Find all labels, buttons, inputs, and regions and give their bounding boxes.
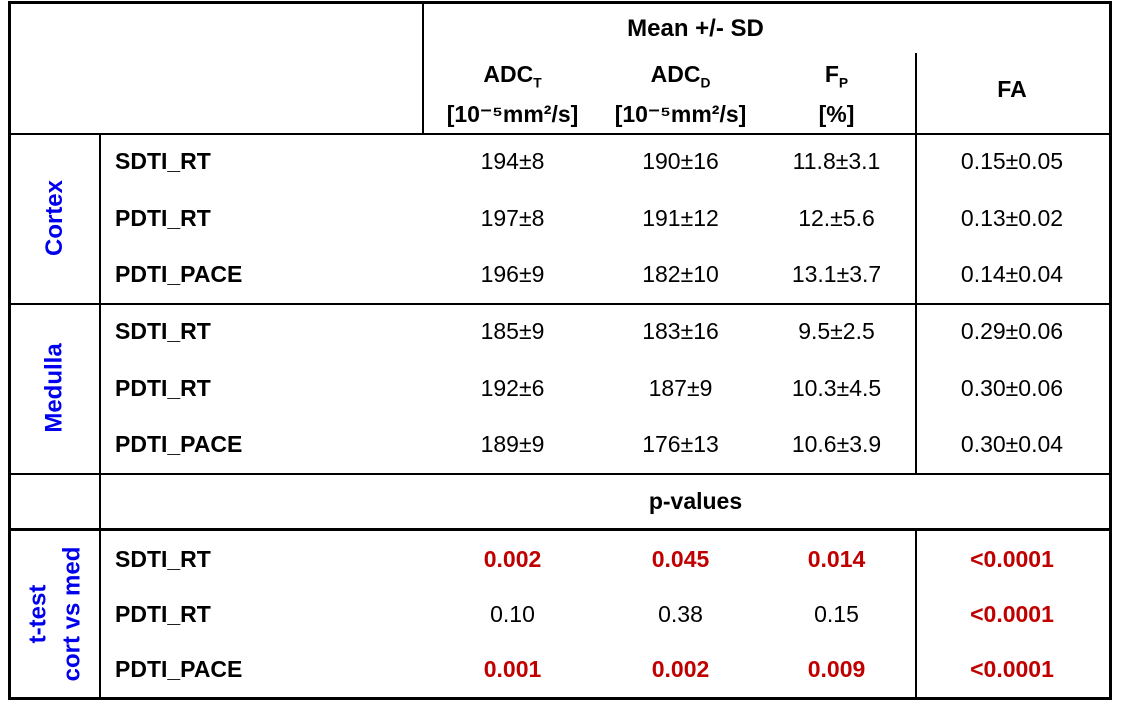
group-label-ttest: t-test cort vs med xyxy=(11,531,99,697)
group-label-cortex: Cortex xyxy=(41,179,68,257)
table-row: SDTI_RT 185±9 183±16 9.5±2.5 0.29±0.06 xyxy=(99,303,1109,360)
value-cell: 191±12 xyxy=(642,204,719,231)
col-header-adct-unit: [10⁻⁵mm²/s] xyxy=(446,101,579,127)
value-cell: 0.30±0.04 xyxy=(960,431,1064,457)
pvalue-cell: 0.045 xyxy=(651,545,710,572)
method-label: PDTI_RT xyxy=(115,204,211,231)
value-cell: 185±9 xyxy=(480,318,545,344)
col-header-fp: FP [%] xyxy=(758,46,915,133)
value-cell: 182±10 xyxy=(642,261,719,287)
table-row: SDTI_RT 0.002 0.045 0.014 <0.0001 xyxy=(99,531,1109,587)
col-header-fa: FA xyxy=(997,76,1027,102)
table-row: PDTI_RT 0.10 0.38 0.15 <0.0001 xyxy=(99,587,1109,642)
col-header-adcd: ADCD [10⁻⁵mm²/s] xyxy=(603,46,758,133)
method-label: PDTI_PACE xyxy=(115,656,243,682)
header-left-column-divider xyxy=(422,4,424,133)
ttest-top-border xyxy=(11,528,1109,531)
table-row: PDTI_RT 192±6 187±9 10.3±4.5 0.30±0.06 xyxy=(99,360,1109,416)
col-header-fp-symbol: FP xyxy=(824,61,849,91)
group-label-column-divider xyxy=(99,133,101,697)
medulla-pvalues-divider xyxy=(11,473,1109,475)
header-bottom-border xyxy=(11,133,1109,135)
pvalue-cell: 0.009 xyxy=(807,656,866,682)
pvalue-cell: <0.0001 xyxy=(970,545,1054,572)
header-mean-sd: Mean +/- SD xyxy=(627,14,764,42)
value-cell: 190±16 xyxy=(642,148,719,174)
col-header-fp-unit: [%] xyxy=(818,101,855,127)
value-cell: 187±9 xyxy=(648,374,713,401)
pvalue-cell: <0.0001 xyxy=(970,656,1054,682)
value-cell: 10.3±4.5 xyxy=(791,374,882,401)
value-cell: 13.1±3.7 xyxy=(791,261,882,287)
value-cell: 10.6±3.9 xyxy=(791,431,882,457)
method-label: PDTI_RT xyxy=(115,601,211,627)
value-cell: 176±13 xyxy=(642,431,719,457)
table-row: PDTI_PACE 0.001 0.002 0.009 <0.0001 xyxy=(99,642,1109,697)
method-label: SDTI_RT xyxy=(115,148,211,174)
table-row: PDTI_PACE 189±9 176±13 10.6±3.9 0.30±0.0… xyxy=(99,416,1109,473)
value-cell: 0.15±0.05 xyxy=(960,148,1064,174)
value-cell: 189±9 xyxy=(480,431,545,457)
method-label: SDTI_RT xyxy=(115,318,211,344)
value-cell: 0.29±0.06 xyxy=(960,318,1064,344)
value-cell: 0.14±0.04 xyxy=(960,261,1064,287)
table-row: PDTI_RT 197±8 191±12 12.±5.6 0.13±0.02 xyxy=(99,190,1109,246)
pvalue-cell: 0.002 xyxy=(483,545,542,572)
value-cell: 196±9 xyxy=(480,261,545,287)
method-label: PDTI_RT xyxy=(115,374,211,401)
table-row: PDTI_PACE 196±9 182±10 13.1±3.7 0.14±0.0… xyxy=(99,246,1109,303)
table-row: SDTI_RT 194±8 190±16 11.8±3.1 0.15±0.05 xyxy=(99,133,1109,190)
value-cell: 197±8 xyxy=(480,204,545,231)
col-header-adcd-unit: [10⁻⁵mm²/s] xyxy=(614,101,747,127)
cortex-medulla-divider xyxy=(11,303,1109,305)
value-cell: 0.13±0.02 xyxy=(960,204,1064,231)
group-label-medulla: Medulla xyxy=(41,343,68,433)
pvalue-cell: 0.002 xyxy=(651,656,710,682)
value-cell: 0.30±0.06 xyxy=(960,374,1064,401)
results-table: Mean +/- SD ADCT [10⁻⁵mm²/s] ADCD [10⁻⁵m… xyxy=(8,1,1112,700)
value-cell: 9.5±2.5 xyxy=(798,318,875,344)
pvalue-cell: 0.014 xyxy=(807,545,866,572)
pvalues-band-label: p-values xyxy=(648,488,743,514)
method-label: PDTI_PACE xyxy=(115,431,243,457)
ttest-label-line2: cort vs med xyxy=(58,546,85,682)
col-header-adct-symbol: ADCT xyxy=(483,61,542,91)
pvalue-cell: 0.15 xyxy=(814,601,859,627)
col-header-adct: ADCT [10⁻⁵mm²/s] xyxy=(422,46,603,133)
fa-column-divider-lower xyxy=(915,531,917,697)
method-label: PDTI_PACE xyxy=(115,261,243,287)
col-header-adcd-symbol: ADCD xyxy=(650,61,711,91)
pvalue-cell: 0.001 xyxy=(483,656,542,682)
value-cell: 194±8 xyxy=(480,148,545,174)
value-cell: 192±6 xyxy=(480,374,545,401)
pvalue-cell: <0.0001 xyxy=(970,601,1054,627)
method-label: SDTI_RT xyxy=(115,545,211,572)
pvalue-cell: 0.10 xyxy=(490,601,535,627)
value-cell: 12.±5.6 xyxy=(798,204,875,231)
value-cell: 11.8±3.1 xyxy=(792,148,881,174)
ttest-label-line1: t-test xyxy=(24,584,51,644)
value-cell: 183±16 xyxy=(642,318,719,344)
fa-column-divider-upper xyxy=(915,53,917,473)
pvalue-cell: 0.38 xyxy=(658,601,703,627)
